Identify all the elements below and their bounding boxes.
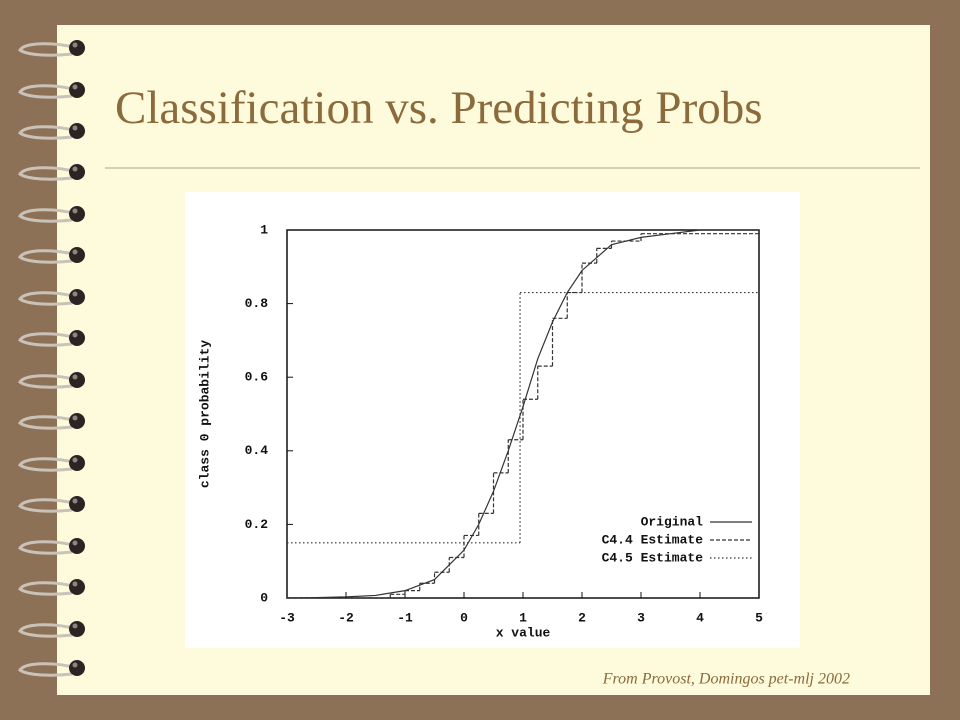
x-tick-label: -2	[338, 610, 354, 625]
slide-title: Classification vs. Predicting Probs	[115, 82, 763, 134]
legend-label: Original	[641, 514, 704, 529]
y-tick-label: 0.8	[245, 296, 269, 311]
legend-label: C4.4 Estimate	[602, 532, 704, 547]
chart-background	[185, 192, 800, 648]
x-tick-label: 1	[519, 610, 527, 625]
legend-label: C4.5 Estimate	[602, 550, 704, 565]
x-tick-label: 0	[460, 610, 468, 625]
y-tick-label: 0	[260, 590, 268, 605]
y-axis-label: class 0 probability	[197, 340, 212, 488]
caption: From Provost, Domingos pet-mlj 2002	[602, 671, 850, 688]
x-tick-label: 5	[755, 610, 763, 625]
x-tick-label: 4	[696, 610, 704, 625]
x-axis-label: x value	[496, 625, 551, 640]
y-tick-label: 1	[260, 222, 268, 237]
x-tick-label: 3	[637, 610, 645, 625]
y-tick-label: 0.4	[245, 443, 269, 458]
y-tick-label: 0.6	[245, 370, 269, 385]
x-tick-label: -3	[279, 610, 295, 625]
y-tick-label: 0.2	[245, 517, 269, 532]
x-tick-label: 2	[578, 610, 586, 625]
x-tick-label: -1	[397, 610, 413, 625]
